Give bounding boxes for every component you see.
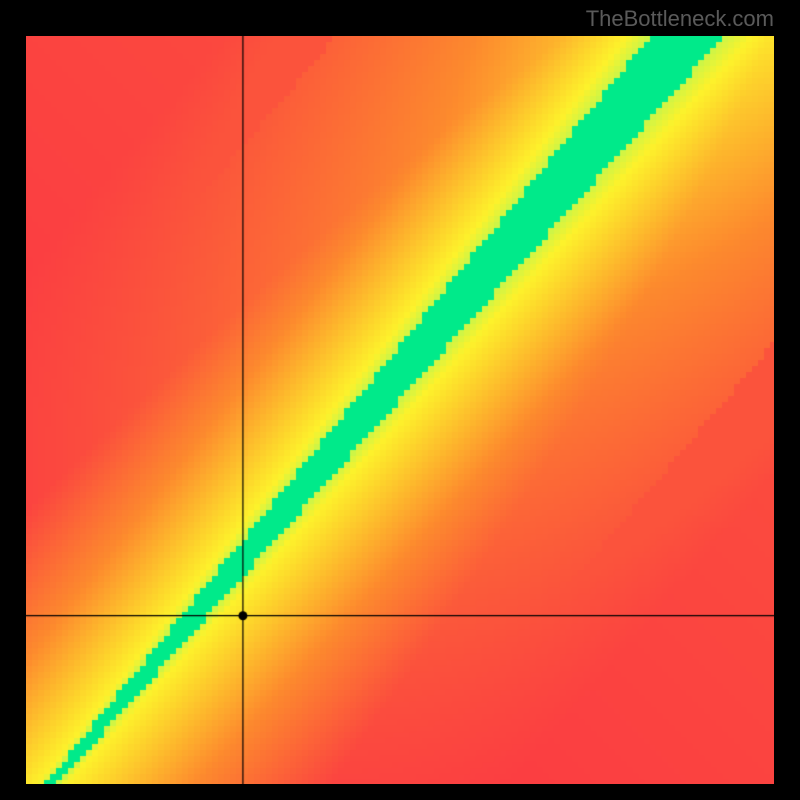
watermark-text: TheBottleneck.com bbox=[586, 6, 774, 32]
bottleneck-heatmap bbox=[26, 36, 774, 784]
chart-container: TheBottleneck.com bbox=[0, 0, 800, 800]
